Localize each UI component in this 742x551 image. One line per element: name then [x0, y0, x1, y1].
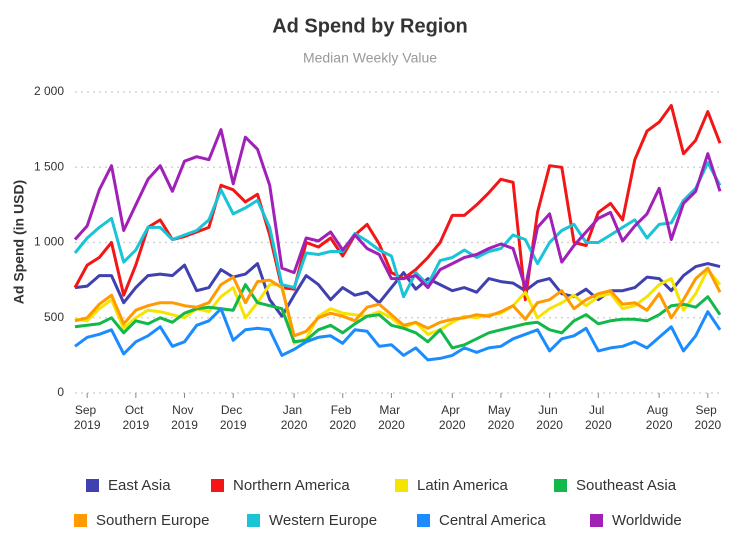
x-tick-label: Jul 2020: [585, 403, 612, 432]
legend-swatch: [395, 479, 408, 492]
chart-subtitle: Median Weekly Value: [303, 50, 437, 66]
series-line: [73, 128, 722, 290]
legend-label: Western Europe: [269, 512, 377, 529]
y-tick-label: 1 500: [34, 159, 64, 173]
legend-label: Worldwide: [612, 512, 682, 529]
series-line: [74, 268, 722, 345]
x-tick-label: May 2020: [488, 403, 515, 432]
legend-swatch: [554, 479, 567, 492]
series-line: [74, 283, 722, 350]
y-tick-label: 0: [57, 385, 64, 399]
x-tick-label: Feb 2020: [329, 403, 356, 432]
legend-label: East Asia: [108, 477, 171, 494]
x-tick-label: Oct 2019: [122, 403, 149, 432]
series-line: [74, 307, 722, 362]
x-tick-label: Sep 2019: [74, 403, 101, 432]
series-line: [73, 104, 722, 302]
y-axis-label: Ad Spend (in USD): [11, 180, 27, 304]
chart-title: Ad Spend by Region: [272, 15, 468, 37]
legend-swatch: [74, 514, 87, 527]
y-tick-label: 1 000: [34, 235, 64, 249]
legend-label: Latin America: [417, 477, 509, 494]
x-tick-label: Dec 2019: [220, 403, 247, 432]
series-line: [73, 161, 722, 299]
legend-label: Southeast Asia: [576, 477, 677, 494]
series-line: [74, 266, 722, 338]
legend-swatch: [590, 514, 603, 527]
legend-swatch: [417, 514, 430, 527]
legend-swatch: [211, 479, 224, 492]
legend-swatch: [86, 479, 99, 492]
legend-label: Central America: [439, 512, 546, 529]
x-tick-label: Jun 2020: [536, 403, 563, 432]
y-tick-label: 500: [44, 310, 64, 324]
x-tick-label: Apr 2020: [439, 403, 466, 432]
x-tick-label: Mar 2020: [378, 403, 405, 432]
y-tick-label: 2 000: [34, 84, 64, 98]
x-tick-label: Nov 2019: [171, 403, 198, 432]
legend-label: Northern America: [233, 477, 350, 494]
x-tick-label: Jan 2020: [281, 403, 308, 432]
legend-swatch: [247, 514, 260, 527]
legend-label: Southern Europe: [96, 512, 209, 529]
x-tick-label: Aug 2020: [646, 403, 673, 432]
x-tick-label: Sep 2020: [694, 403, 721, 432]
